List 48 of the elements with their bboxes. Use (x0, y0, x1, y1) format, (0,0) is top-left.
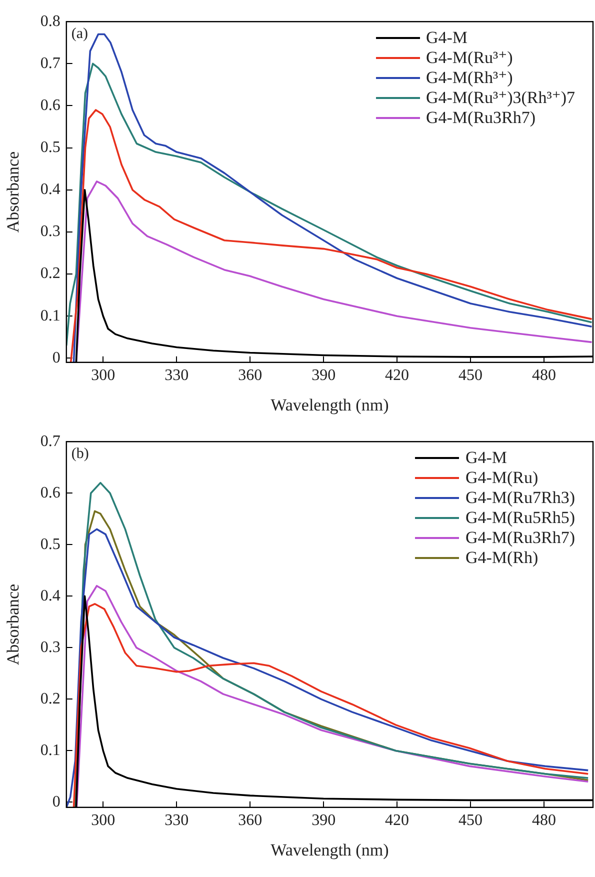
x-tick-label: 300 (91, 812, 116, 830)
x-tick-label: 390 (312, 812, 336, 830)
x-tick-label: 450 (458, 812, 483, 830)
y-tick-label: 0 (52, 793, 60, 810)
legend-label: G4-M(Ru³⁺)3(Rh³⁺)7 (426, 88, 575, 108)
y-tick-label: 0.6 (40, 96, 60, 114)
legend-label: G4-M(Ru) (465, 468, 538, 488)
y-tick-label: 0.1 (40, 307, 60, 324)
legend-label: G4-M(Rh³⁺) (426, 68, 513, 88)
x-tick-label: 420 (385, 812, 410, 830)
legend-label: G4-M(Rh) (465, 548, 538, 568)
y-tick-label: 0.4 (40, 587, 60, 604)
legend-label: G4-M(Ru7Rh3) (465, 488, 575, 508)
legend-label: G4-M (426, 28, 468, 48)
legend-label: G4-M(Ru3Rh7) (465, 528, 575, 548)
x-tick-label: 360 (238, 367, 262, 384)
y-tick-label: 0.7 (40, 432, 60, 450)
x-axis-title: Wavelength (nm) (270, 840, 389, 860)
y-tick-label: 0.3 (40, 223, 60, 240)
x-tick-label: 300 (91, 367, 116, 384)
y-tick-label: 0.8 (40, 12, 60, 30)
legend-label: G4-M(Ru3Rh7) (426, 108, 536, 128)
y-axis-title: Absorbance (4, 584, 23, 666)
y-tick-label: 0.5 (40, 536, 60, 553)
y-axis-title: Absorbance (4, 151, 23, 233)
x-tick-label: 480 (532, 367, 556, 384)
y-tick-label: 0.1 (40, 742, 60, 759)
legend-label: G4-M (465, 448, 507, 468)
annotation: (b) (71, 446, 89, 462)
legend-label: G4-M(Ru5Rh5) (465, 508, 575, 528)
x-axis-title: Wavelength (nm) (270, 395, 389, 414)
annotation: (a) (71, 26, 88, 42)
x-tick-label: 420 (385, 367, 410, 384)
x-tick-label: 360 (238, 812, 262, 830)
y-tick-label: 0.6 (40, 484, 60, 502)
x-tick-label: 480 (532, 812, 556, 830)
y-tick-label: 0.2 (40, 690, 60, 708)
y-tick-label: 0.7 (40, 54, 60, 72)
y-tick-label: 0.5 (40, 139, 60, 156)
x-tick-label: 450 (458, 367, 483, 384)
y-tick-label: 0.2 (40, 265, 60, 282)
x-tick-label: 390 (312, 367, 336, 384)
y-tick-label: 0.3 (40, 638, 60, 656)
x-tick-label: 330 (164, 812, 189, 830)
y-tick-label: 0 (52, 349, 60, 366)
y-tick-label: 0.4 (40, 181, 60, 198)
x-tick-label: 330 (164, 367, 189, 384)
legend-label: G4-M(Ru³⁺) (426, 48, 513, 68)
